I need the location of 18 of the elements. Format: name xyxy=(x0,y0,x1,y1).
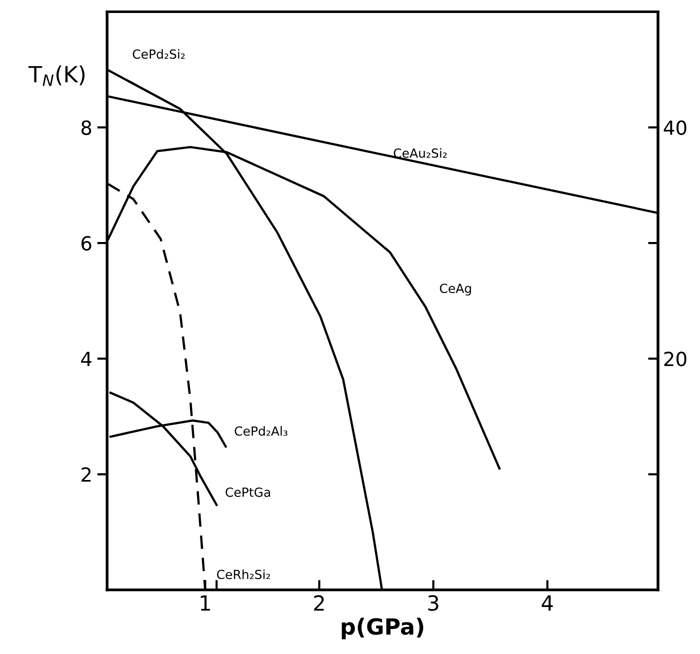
series-label: CeAu₂Si₂ xyxy=(394,148,447,158)
y-tick-label: 8 xyxy=(81,120,92,136)
y-axis-title: T$_{N}$(K) xyxy=(28,65,85,86)
x-tick-label: 4 xyxy=(542,595,553,611)
x-axis-title: p(GPa) xyxy=(342,618,424,640)
y2-tick-label: 20 xyxy=(664,352,686,366)
series-label: CeRh₂Si₂ xyxy=(217,569,270,580)
x-tick-label: 3 xyxy=(428,595,438,611)
series-label: CePtGa xyxy=(226,487,270,497)
y-tick-label: 2 xyxy=(82,467,91,482)
y2-tick-label: 40 xyxy=(664,120,686,136)
x-tick-label: 2 xyxy=(314,595,324,611)
series-label: CePd₂Al₃ xyxy=(234,426,288,436)
series-label: CeAg xyxy=(440,284,471,296)
y-tick-label: 6 xyxy=(82,236,92,251)
y-tick-label: 4 xyxy=(81,352,92,366)
x-tick-label: 1 xyxy=(200,595,210,611)
series-label: CePd₂Si₂ xyxy=(132,49,185,59)
